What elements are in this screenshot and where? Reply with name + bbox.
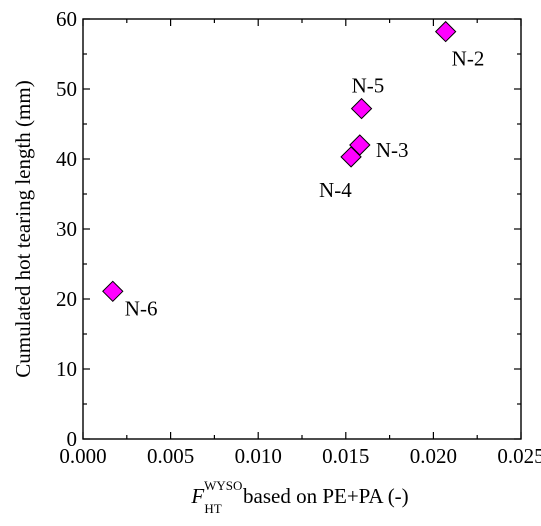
x-tick-label: 0.010: [235, 444, 282, 468]
x-tick-label: 0.000: [59, 444, 106, 468]
axis-tick-labels: 0.000 0.005 0.010 0.015 0.020 0.025 0 10 20 30 40 5…: [56, 7, 541, 468]
data-point-label: N-6: [125, 296, 158, 320]
data-point-marker: [434, 20, 457, 43]
x-tick-label: 0.020: [410, 444, 457, 468]
y-tick-label: 40: [56, 147, 77, 171]
axis-ticks: [82, 18, 522, 440]
x-axis-label: FWYSO HT based on PE+PA (-): [190, 478, 408, 516]
x-axis-label-symbol: F: [190, 484, 204, 508]
data-point-label: N-4: [319, 178, 352, 202]
data-point-label: N-5: [352, 74, 385, 98]
x-axis-label-subscript: HT: [204, 501, 221, 516]
y-tick-label: 20: [56, 287, 77, 311]
data-point-marker: [350, 97, 373, 120]
y-tick-label: 10: [56, 357, 77, 381]
y-axis-label: Cumulated hot tearing length (mm): [11, 80, 35, 377]
data-point-marker: [340, 146, 362, 168]
x-tick-label: 0.015: [322, 444, 369, 468]
x-tick-label: 0.025: [497, 444, 541, 468]
x-axis-label-suffix: based on PE+PA (-): [238, 484, 409, 508]
x-tick-label: 0.005: [147, 444, 194, 468]
y-tick-label: 0: [67, 427, 78, 451]
y-tick-label: 30: [56, 217, 77, 241]
data-point-marker: [102, 280, 124, 303]
plot-frame: [82, 18, 522, 440]
y-tick-label: 50: [56, 77, 77, 101]
data-points: N-2 N-5 N-3 N-4 N-6: [102, 20, 485, 320]
data-point-label: N-2: [452, 47, 485, 71]
data-point-label: N-3: [376, 138, 409, 162]
x-axis-label-superscript: WYSO: [204, 478, 242, 493]
y-tick-label: 60: [56, 7, 77, 31]
